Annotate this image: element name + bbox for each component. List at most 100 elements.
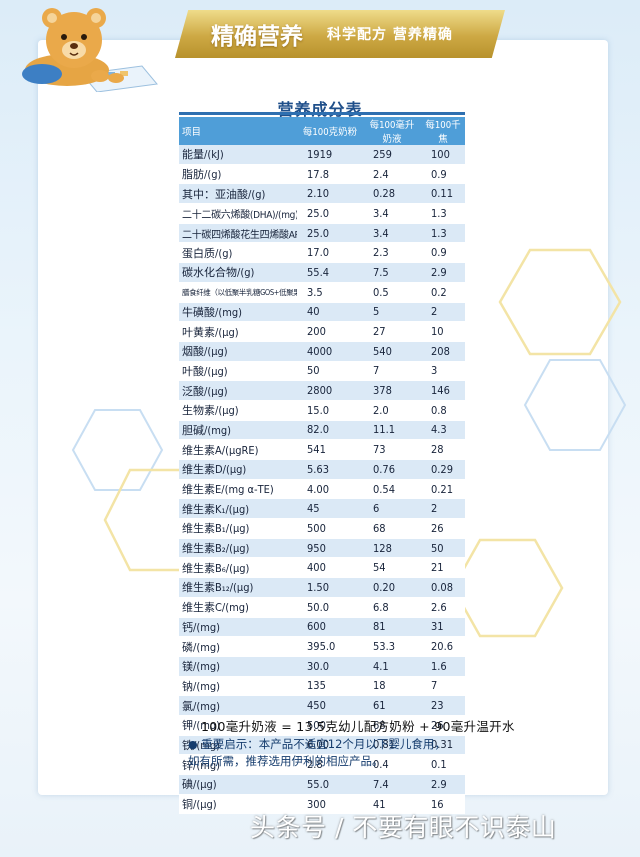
- cell-item: 铜/(μg): [179, 794, 297, 815]
- header-item: 项目: [179, 117, 297, 145]
- cell-item: 二十碳四烯酸花生四烯酸ARA)/(mg): [179, 223, 297, 244]
- table-row: 叶酸/(μg) 50 7 3: [179, 361, 465, 382]
- cell-item: 牛磺酸/(mg): [179, 302, 297, 323]
- cell-per-100kj: 0.21: [421, 479, 465, 500]
- table-row: 碳水化合物/(g) 55.4 7.5 2.9: [179, 262, 465, 283]
- cell-item: 维生素B₁/(μg): [179, 518, 297, 539]
- hexagon-decoration-right: [498, 248, 627, 451]
- cell-per-100kj: 7: [421, 676, 465, 697]
- table-row: 胆碱/(mg) 82.0 11.1 4.3: [179, 420, 465, 441]
- table-row: 氯/(mg) 450 61 23: [179, 695, 465, 716]
- cell-item: 钾/(mg): [179, 715, 297, 736]
- cell-item: 碳水化合物/(g): [179, 262, 297, 283]
- cell-per-100kj: 4.3: [421, 420, 465, 441]
- cell-per-100g: 950: [297, 538, 363, 559]
- table-row: 钠/(mg) 135 18 7: [179, 676, 465, 697]
- cell-per-100kj: 1.3: [421, 203, 465, 224]
- cell-item: 维生素E/(mg α-TE): [179, 479, 297, 500]
- bullet-icon: ●: [188, 738, 198, 751]
- cell-per-100g: 55.4: [297, 262, 363, 283]
- cell-per-100kj: 2: [421, 302, 465, 323]
- cell-per-100ml: 81: [363, 617, 421, 638]
- table-row: 锌/(mg) 2.8 0.4 0.1: [179, 754, 465, 775]
- table-row: 蛋白质/(g) 17.0 2.3 0.9: [179, 242, 465, 264]
- cell-per-100kj: 0.11: [421, 183, 465, 205]
- cell-per-100g: 45: [297, 498, 363, 520]
- table-row: 钙/(mg) 600 81 31: [179, 617, 465, 638]
- cell-per-100ml: 5: [363, 302, 421, 323]
- cell-per-100kj: 10: [421, 321, 465, 342]
- table-row: 维生素K₁/(μg) 45 6 2: [179, 498, 465, 520]
- cell-per-100ml: 27: [363, 321, 421, 342]
- cell-per-100g: 4000: [297, 341, 363, 362]
- cell-item: 磷/(mg): [179, 636, 297, 657]
- cell-per-100g: 6.00: [297, 735, 363, 756]
- cell-per-100g: 5.63: [297, 459, 363, 480]
- cell-per-100g: 25.0: [297, 223, 363, 244]
- cell-per-100g: 50.0: [297, 597, 363, 618]
- cell-item: 镁/(mg): [179, 656, 297, 677]
- cell-item: 氯/(mg): [179, 695, 297, 716]
- cell-item: 维生素B₂/(μg): [179, 538, 297, 559]
- table-row: 维生素D/(μg) 5.63 0.76 0.29: [179, 459, 465, 480]
- cell-per-100kj: 31: [421, 617, 465, 638]
- cell-item: 胆碱/(mg): [179, 420, 297, 441]
- cell-per-100kj: 2.9: [421, 774, 465, 795]
- cell-item: 膳食纤维（以低聚半乳糖GOS+低聚果糖FOS计）/(g): [179, 282, 297, 303]
- cell-item: 维生素B₆/(μg): [179, 557, 297, 579]
- cell-per-100kj: 1.3: [421, 223, 465, 244]
- important-note: ● 重要启示：本产品不适宜12个月以下婴儿食用， 如有所需，推荐选用伊利的相应产…: [188, 736, 488, 769]
- table-row: 磷/(mg) 395.0 53.3 20.6: [179, 636, 465, 657]
- cell-per-100g: 200: [297, 321, 363, 342]
- cell-per-100g: 55.0: [297, 774, 363, 795]
- table-row: 膳食纤维（以低聚半乳糖GOS+低聚果糖FOS计）/(g)3.50.50.2: [179, 282, 465, 303]
- cell-per-100kj: 0.2: [421, 282, 465, 303]
- table-row: 生物素/(μg) 15.0 2.0 0.8: [179, 400, 465, 421]
- table-row: 牛磺酸/(mg) 40 5 2: [179, 302, 465, 323]
- cell-per-100kj: 2.9: [421, 262, 465, 283]
- cell-per-100g: 1919: [297, 145, 363, 165]
- cell-per-100ml: 6: [363, 498, 421, 520]
- cell-per-100ml: 41: [363, 794, 421, 815]
- table-header-row: 项目 每100克奶粉 每100毫升奶液 每100千焦: [179, 117, 465, 145]
- cell-item: 维生素D/(μg): [179, 459, 297, 480]
- cell-item: 叶黄素/(μg): [179, 321, 297, 342]
- cell-per-100g: 2.10: [297, 183, 363, 205]
- table-row: 钾/(mg) 500 68 26: [179, 715, 465, 736]
- cell-per-100ml: 0.76: [363, 459, 421, 480]
- cell-per-100g: 300: [297, 794, 363, 815]
- cell-per-100g: 50: [297, 361, 363, 382]
- cell-item: 维生素C/(mg): [179, 597, 297, 618]
- cell-item: 锌/(mg): [179, 754, 297, 775]
- cell-per-100ml: 7.5: [363, 262, 421, 283]
- cell-per-100ml: 3.4: [363, 203, 421, 224]
- cell-per-100ml: 128: [363, 538, 421, 559]
- reconstitution-formula: 100毫升奶液 = 13.5克幼儿配方奶粉 + 90毫升温开水: [201, 719, 515, 734]
- cell-item: 烟酸/(μg): [179, 341, 297, 362]
- header-ribbon: 精确营养 科学配方 营养精确: [175, 10, 505, 58]
- cell-per-100ml: 0.20: [363, 577, 421, 598]
- cell-per-100ml: 11.1: [363, 420, 421, 441]
- cell-per-100ml: 3.4: [363, 223, 421, 244]
- cell-per-100ml: 2.0: [363, 400, 421, 421]
- cell-per-100ml: 378: [363, 380, 421, 401]
- cell-per-100g: 4.00: [297, 479, 363, 500]
- header-per-100ml: 每100毫升奶液: [363, 117, 421, 145]
- cell-per-100ml: 540: [363, 341, 421, 362]
- cell-item: 铁/(mg): [179, 735, 297, 756]
- cell-per-100ml: 73: [363, 439, 421, 460]
- cell-item: 维生素B₁₂/(μg): [179, 577, 297, 598]
- cell-item: 维生素K₁/(μg): [179, 498, 297, 520]
- cell-per-100g: 600: [297, 617, 363, 638]
- cell-item: 钠/(mg): [179, 676, 297, 697]
- cell-per-100g: 450: [297, 695, 363, 716]
- table-row: 能量/(kJ) 1919 259 100: [179, 145, 465, 165]
- cell-per-100g: 500: [297, 715, 363, 736]
- table-row: 其中：亚油酸/(g) 2.10 0.28 0.11: [179, 183, 465, 205]
- table-row: 铁/(mg) 6.00 0.81 0.31: [179, 735, 465, 756]
- cell-per-100g: 1.50: [297, 577, 363, 598]
- cell-per-100ml: 53.3: [363, 636, 421, 657]
- cell-per-100ml: 0.54: [363, 479, 421, 500]
- table-row: 维生素B₁/(μg) 500 68 26: [179, 518, 465, 539]
- cell-per-100g: 135: [297, 676, 363, 697]
